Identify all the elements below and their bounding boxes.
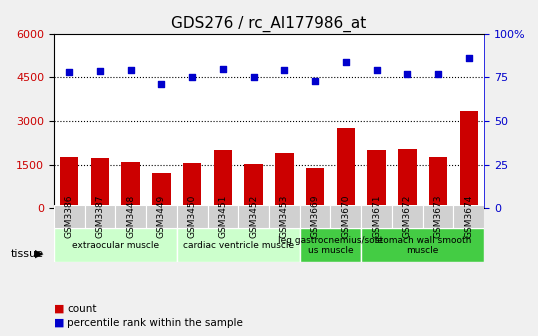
Title: GDS276 / rc_AI177986_at: GDS276 / rc_AI177986_at: [172, 16, 366, 32]
Text: extraocular muscle: extraocular muscle: [72, 241, 159, 250]
Point: [311, 78, 320, 83]
FancyBboxPatch shape: [330, 205, 361, 228]
Bar: [306, 168, 324, 208]
Point: [157, 82, 166, 87]
FancyBboxPatch shape: [84, 205, 115, 228]
FancyBboxPatch shape: [238, 205, 269, 228]
FancyBboxPatch shape: [423, 205, 454, 228]
Text: GSM3669: GSM3669: [310, 195, 320, 239]
FancyBboxPatch shape: [454, 205, 484, 228]
FancyBboxPatch shape: [146, 205, 177, 228]
Bar: [275, 153, 294, 208]
Bar: [183, 163, 201, 208]
Text: count: count: [67, 304, 97, 314]
Point: [249, 75, 258, 80]
FancyBboxPatch shape: [208, 205, 238, 228]
Point: [96, 69, 104, 74]
Point: [434, 71, 442, 77]
Text: GSM3673: GSM3673: [434, 195, 443, 239]
Point: [65, 69, 74, 75]
Text: GSM3672: GSM3672: [403, 195, 412, 239]
FancyBboxPatch shape: [269, 205, 300, 228]
FancyBboxPatch shape: [361, 228, 484, 262]
Text: GSM3386: GSM3386: [65, 195, 74, 239]
FancyBboxPatch shape: [300, 205, 330, 228]
Point: [188, 75, 196, 80]
Text: GSM3387: GSM3387: [95, 195, 104, 239]
FancyBboxPatch shape: [54, 228, 177, 262]
Point: [464, 55, 473, 61]
Bar: [122, 162, 140, 208]
Text: ■: ■: [54, 304, 65, 314]
Text: tissue: tissue: [11, 249, 44, 259]
Bar: [214, 150, 232, 208]
Text: GSM3449: GSM3449: [157, 195, 166, 238]
Text: stomach wall smooth
muscle: stomach wall smooth muscle: [374, 236, 471, 255]
Text: GSM3448: GSM3448: [126, 195, 135, 238]
Text: percentile rank within the sample: percentile rank within the sample: [67, 318, 243, 328]
Point: [372, 68, 381, 73]
Bar: [60, 157, 79, 208]
Bar: [337, 128, 355, 208]
Point: [126, 68, 135, 73]
FancyBboxPatch shape: [361, 205, 392, 228]
Text: cardiac ventricle muscle: cardiac ventricle muscle: [183, 241, 294, 250]
FancyBboxPatch shape: [177, 205, 208, 228]
Bar: [367, 150, 386, 208]
Bar: [429, 157, 447, 208]
Bar: [459, 111, 478, 208]
FancyBboxPatch shape: [177, 228, 300, 262]
Text: GSM3670: GSM3670: [341, 195, 350, 239]
Bar: [91, 158, 109, 208]
Text: GSM3453: GSM3453: [280, 195, 289, 239]
FancyBboxPatch shape: [54, 205, 84, 228]
Text: leg gastrocnemius/sole
us muscle: leg gastrocnemius/sole us muscle: [278, 236, 383, 255]
Text: GSM3671: GSM3671: [372, 195, 381, 239]
FancyBboxPatch shape: [392, 205, 423, 228]
Point: [342, 59, 350, 64]
Text: GSM3450: GSM3450: [188, 195, 197, 239]
FancyBboxPatch shape: [115, 205, 146, 228]
Bar: [398, 150, 416, 208]
Point: [218, 66, 227, 71]
Bar: [152, 173, 171, 208]
Text: GSM3674: GSM3674: [464, 195, 473, 239]
Text: GSM3452: GSM3452: [249, 195, 258, 238]
Text: GSM3451: GSM3451: [218, 195, 228, 239]
FancyBboxPatch shape: [300, 228, 361, 262]
Point: [403, 71, 412, 77]
Text: ■: ■: [54, 318, 65, 328]
Point: [280, 68, 289, 73]
Bar: [244, 164, 263, 208]
Text: ▶: ▶: [35, 249, 44, 259]
